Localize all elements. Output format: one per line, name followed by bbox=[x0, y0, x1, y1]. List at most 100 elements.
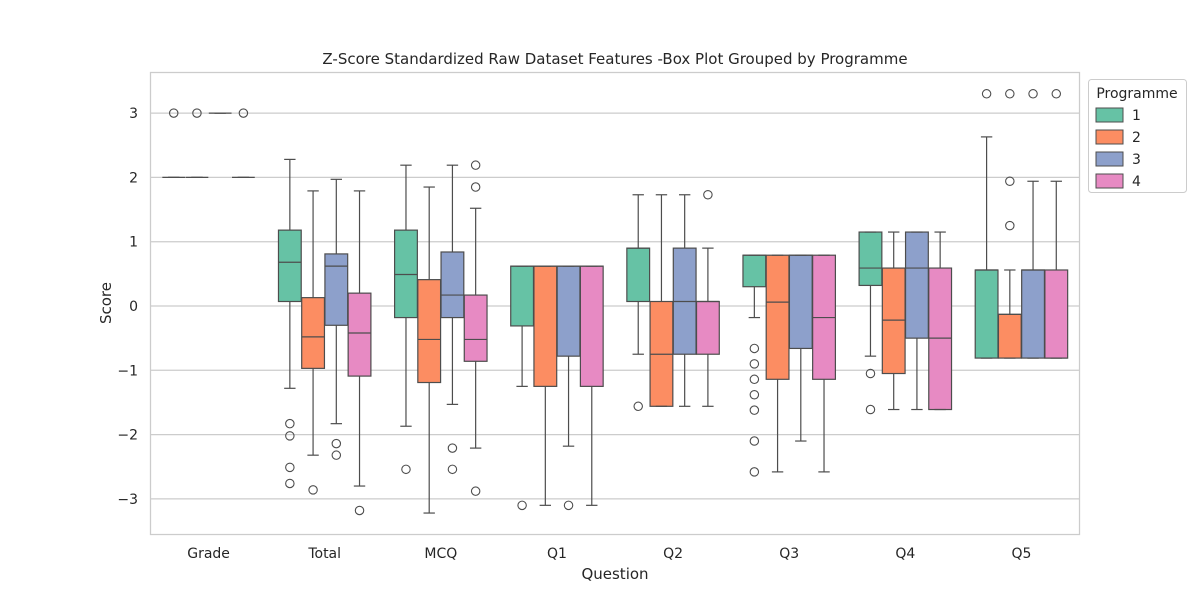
iqr-box bbox=[788, 254, 813, 350]
iqr-box bbox=[556, 265, 581, 357]
iqr-box bbox=[928, 267, 953, 411]
outlier-point bbox=[354, 505, 365, 516]
x-tick-label: Total bbox=[307, 546, 341, 562]
iqr-box bbox=[533, 265, 558, 387]
box-group bbox=[393, 164, 418, 475]
iqr-box bbox=[510, 265, 535, 327]
x-tick-label: Q2 bbox=[663, 546, 683, 562]
outlier-point bbox=[470, 486, 481, 496]
y-tick-label: −3 bbox=[117, 492, 138, 508]
iqr-box bbox=[626, 247, 651, 303]
outlier-point bbox=[749, 359, 760, 369]
iqr-box bbox=[463, 294, 488, 362]
outlier-point bbox=[168, 108, 179, 118]
outlier-point bbox=[1005, 220, 1015, 231]
x-tick-label: MCQ bbox=[424, 546, 457, 562]
iqr-box bbox=[695, 300, 720, 355]
box-group bbox=[510, 265, 535, 511]
outlier-point bbox=[703, 190, 713, 200]
outlier-point bbox=[1051, 89, 1062, 99]
legend-swatch bbox=[1095, 151, 1124, 167]
tick-layer: 3 2 1 0 −1 −2 −3 Grade Total MCQ Q1 Q2 Q3 Q4 Q5 bbox=[117, 106, 1031, 562]
outlier-point bbox=[192, 108, 202, 118]
outlier-point bbox=[749, 343, 760, 354]
x-tick-label: Grade bbox=[187, 546, 230, 562]
iqr-box bbox=[1044, 269, 1069, 359]
outlier-point bbox=[563, 500, 574, 511]
iqr-box bbox=[765, 254, 790, 380]
y-tick-label: −1 bbox=[117, 363, 138, 379]
box-group bbox=[347, 190, 372, 516]
x-tick-label: Q4 bbox=[895, 546, 915, 562]
box-group bbox=[812, 254, 837, 473]
outlier-point bbox=[401, 464, 411, 475]
legend-label: 3 bbox=[1132, 152, 1141, 168]
plot-frame bbox=[149, 71, 1081, 536]
y-axis-label: Score bbox=[97, 282, 115, 324]
box-group bbox=[301, 190, 326, 495]
box-group bbox=[626, 194, 651, 412]
outlier-point bbox=[470, 182, 481, 192]
box-group bbox=[277, 158, 302, 489]
x-tick-label: Q3 bbox=[779, 546, 799, 562]
outlier-point bbox=[285, 478, 295, 489]
y-tick-label: 2 bbox=[129, 170, 138, 186]
outlier-point bbox=[331, 450, 342, 460]
outlier-point bbox=[749, 436, 760, 446]
iqr-box bbox=[904, 231, 929, 339]
box-group bbox=[1044, 89, 1069, 359]
outlier-point bbox=[749, 467, 760, 477]
outlier-point bbox=[447, 464, 458, 475]
iqr-box bbox=[858, 231, 883, 287]
iqr-box bbox=[301, 297, 326, 369]
x-axis-label: Question bbox=[581, 565, 648, 583]
legend-swatch bbox=[1095, 129, 1124, 145]
iqr-box bbox=[974, 269, 999, 359]
box-group bbox=[463, 160, 488, 496]
outlier-point bbox=[1005, 176, 1015, 187]
legend-items: 1 2 3 4 bbox=[1095, 107, 1141, 190]
outlier-point bbox=[749, 389, 760, 400]
box-group bbox=[881, 231, 906, 411]
x-tick-label: Q1 bbox=[547, 546, 567, 562]
outlier-point bbox=[1028, 89, 1038, 99]
iqr-box bbox=[579, 265, 604, 387]
legend-swatch bbox=[1095, 107, 1124, 123]
legend-swatch bbox=[1095, 173, 1124, 189]
outlier-point bbox=[865, 368, 876, 379]
box-group bbox=[1021, 89, 1046, 359]
iqr-box bbox=[417, 279, 442, 384]
box-group bbox=[742, 254, 767, 477]
box-group bbox=[788, 254, 813, 442]
chart-title: Z-Score Standardized Raw Dataset Feature… bbox=[322, 50, 907, 68]
iqr-box bbox=[324, 253, 349, 326]
box-group bbox=[765, 254, 790, 473]
box-group bbox=[232, 108, 255, 178]
outlier-point bbox=[308, 485, 318, 495]
box-group bbox=[417, 186, 442, 514]
x-tick-label: Q5 bbox=[1011, 546, 1031, 562]
box-group bbox=[324, 178, 349, 460]
outlier-point bbox=[238, 108, 249, 118]
outlier-point bbox=[447, 443, 458, 453]
outlier-point bbox=[749, 405, 760, 415]
outlier-point bbox=[865, 404, 876, 415]
outlier-point bbox=[1005, 89, 1015, 99]
y-tick-label: 1 bbox=[129, 235, 138, 251]
box-group bbox=[858, 231, 883, 415]
iqr-box bbox=[997, 313, 1022, 359]
box-layer bbox=[162, 89, 1069, 516]
box-group bbox=[440, 164, 465, 475]
outlier-point bbox=[285, 462, 295, 473]
legend-label: 1 bbox=[1132, 108, 1141, 124]
legend-label: 2 bbox=[1132, 130, 1141, 146]
iqr-box bbox=[393, 229, 418, 319]
outlier-point bbox=[285, 418, 295, 429]
outlier-point bbox=[517, 500, 527, 511]
outlier-point bbox=[633, 401, 643, 412]
outlier-point bbox=[749, 374, 760, 385]
legend: Programme 1 2 3 4 bbox=[1088, 79, 1187, 193]
iqr-box bbox=[1021, 269, 1046, 359]
legend-title: Programme bbox=[1096, 86, 1177, 102]
